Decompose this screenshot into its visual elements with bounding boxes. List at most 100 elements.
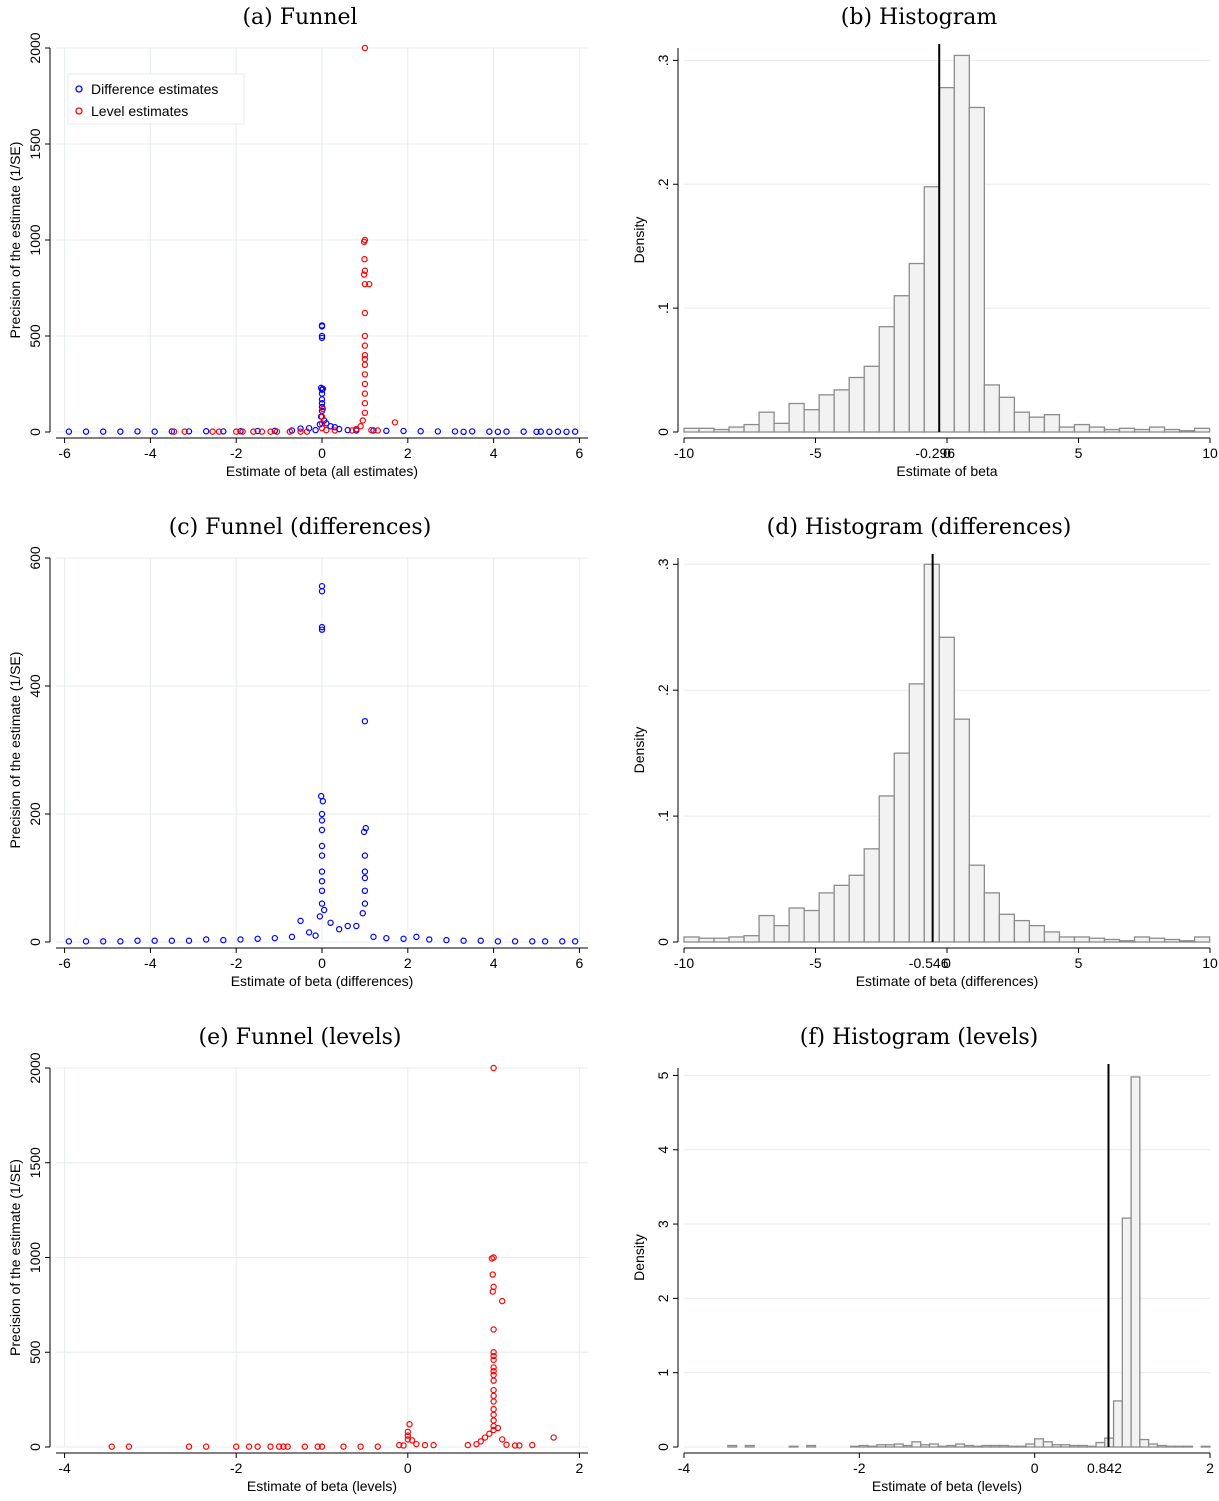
chart5-bar (1174, 1445, 1185, 1448)
chart4-point (477, 1438, 484, 1445)
chart2-point (318, 626, 326, 633)
chart4-point (490, 1254, 497, 1261)
chart2-point (359, 910, 366, 917)
chart0-point (168, 428, 176, 435)
chart4-point (473, 1440, 480, 1448)
chart5-bar (884, 1444, 896, 1448)
chart1-bar (998, 396, 1016, 433)
chart3-bar (1103, 938, 1121, 943)
chart4-point (202, 1443, 210, 1450)
chart4-point (490, 1368, 497, 1375)
chart0-y-tick-label: 0 (27, 428, 43, 436)
chart4-point (490, 1064, 497, 1072)
chart2-point (312, 932, 319, 939)
chart0-point (318, 413, 326, 420)
chart5-y-tick-label: 4 (655, 1146, 671, 1154)
chart1-bar (1103, 428, 1121, 433)
chart2-point (318, 810, 326, 818)
chart4-point (404, 1432, 412, 1439)
chart5-bar (1086, 1445, 1097, 1448)
chart2-point (99, 938, 107, 945)
chart5-y-tick-label: 1 (655, 1369, 671, 1377)
chart0-point (181, 428, 188, 435)
chart2-point (559, 938, 566, 945)
chart1-bar (1133, 428, 1151, 433)
chart0-point (533, 428, 540, 436)
chart0-point (361, 267, 369, 274)
chart1-bar (1148, 426, 1166, 433)
chart4-point (314, 1443, 321, 1450)
chart5-bar (928, 1443, 939, 1448)
chart1-x-axis-label: Estimate of beta (896, 463, 997, 479)
chart3-bar (1163, 938, 1181, 943)
chart3-bar (1058, 936, 1076, 943)
chart0-point (286, 428, 294, 435)
chart0-y-axis-label: Precision of the estimate (1/SE) (7, 142, 23, 339)
chart0-point (318, 322, 326, 329)
chart1-bar (788, 402, 805, 433)
chart5-bar (1069, 1444, 1080, 1448)
chart2-point (413, 933, 420, 941)
chart5-bar (806, 1444, 817, 1448)
chart4-x-tick-label: 2 (576, 1460, 584, 1476)
chart2-point (318, 817, 326, 824)
chart0-point (571, 428, 579, 435)
chart2-point (202, 936, 210, 943)
chart2-point (318, 826, 326, 834)
chart0-point (359, 417, 366, 424)
chart0-point (215, 428, 223, 435)
chart2-point (400, 935, 407, 942)
chart2-point (443, 936, 450, 944)
chart2-point (383, 934, 390, 942)
chart3-marker-label: -0.546 (909, 955, 949, 971)
chart3-x-tick-label: 10 (1202, 955, 1218, 971)
chart4-point (284, 1443, 291, 1450)
chart5-bar (849, 1445, 860, 1448)
chart0-y-tick-label: 2000 (27, 32, 43, 63)
chart0-legend-marker (75, 107, 83, 115)
chart4-point (464, 1441, 472, 1449)
chart1-bar (1088, 426, 1106, 433)
chart0-point (503, 428, 510, 435)
chart1-bar (1118, 427, 1136, 433)
chart1-x-tick-label: 0 (943, 445, 951, 461)
chart0-point (361, 380, 369, 388)
chart0-point (297, 425, 304, 432)
chart1-bar (1043, 414, 1061, 433)
chart2-point (317, 792, 325, 800)
chart4-point (318, 1443, 326, 1450)
chart2-point (65, 938, 73, 945)
chart3-bar (893, 752, 910, 943)
chart2-y-tick-label: 200 (27, 802, 43, 826)
chart5-bar (990, 1444, 1001, 1448)
chart3-bar (1088, 937, 1106, 943)
funnel-levels-chart: -4 -2 0 2 0 500 1000 1500 2000 Estimate of beta (… (7, 1052, 588, 1494)
chart0-point (451, 428, 459, 435)
chart2-point (117, 938, 124, 945)
chart0-y-tick-label: 500 (27, 324, 43, 348)
chart1-bar (983, 384, 1001, 433)
chart0-x-tick-label: 4 (490, 445, 498, 461)
chart4-point (490, 1352, 497, 1360)
chart0-point (460, 428, 467, 436)
chart4-point (490, 1356, 497, 1364)
chart0-point (383, 427, 390, 435)
chart0-point (202, 428, 210, 435)
chart5-bar (1200, 1445, 1211, 1448)
chart0-x-tick-label: -2 (230, 445, 243, 461)
chart0-point (361, 280, 369, 288)
chart2-point (318, 868, 326, 875)
chart2-point (426, 936, 433, 943)
chart0-point (319, 385, 327, 392)
chart3-bar (1178, 940, 1196, 943)
panel-e-title: (e) Funnel (levels) (198, 1025, 402, 1050)
chart5-bar (1130, 1076, 1141, 1448)
chart1-bar (1028, 416, 1046, 433)
chart0-point (239, 428, 246, 435)
chart3-x-tick-label: -5 (809, 955, 822, 971)
chart3-bar (848, 874, 865, 943)
chart0-point (344, 426, 351, 434)
chart0-point (273, 428, 281, 435)
chart2-point (318, 582, 326, 590)
chart3-bar (728, 936, 745, 943)
